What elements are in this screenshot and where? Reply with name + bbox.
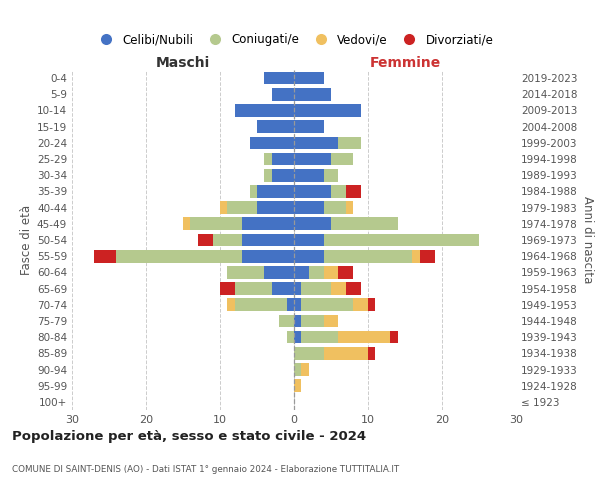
Bar [338,136,361,149]
Bar [338,331,390,344]
Bar [272,169,294,181]
Bar [301,331,338,344]
Bar [323,234,479,246]
Bar [346,202,353,214]
Bar [301,314,323,328]
Bar [227,266,265,278]
Bar [257,185,294,198]
Bar [235,104,294,117]
Bar [368,298,376,311]
Bar [294,314,301,328]
Bar [198,234,212,246]
Bar [272,152,294,166]
Bar [242,234,294,246]
Text: Femmine: Femmine [370,56,440,70]
Bar [116,250,242,262]
Y-axis label: Anni di nascita: Anni di nascita [581,196,594,284]
Bar [242,250,294,262]
Bar [420,250,434,262]
Bar [338,266,353,278]
Bar [272,88,294,101]
Bar [331,282,346,295]
Bar [323,266,338,278]
Bar [294,298,301,311]
Bar [212,234,242,246]
Bar [390,331,398,344]
Text: Popolazione per età, sesso e stato civile - 2024: Popolazione per età, sesso e stato civil… [12,430,366,443]
Bar [368,347,376,360]
Bar [323,347,368,360]
Bar [287,298,294,311]
Bar [323,169,338,181]
Bar [346,185,361,198]
Bar [183,218,190,230]
Bar [323,314,338,328]
Bar [279,314,294,328]
Bar [294,88,331,101]
Bar [294,363,301,376]
Bar [294,218,331,230]
Bar [294,120,323,133]
Bar [272,282,294,295]
Text: COMUNE DI SAINT-DENIS (AO) - Dati ISTAT 1° gennaio 2024 - Elaborazione TUTTITALI: COMUNE DI SAINT-DENIS (AO) - Dati ISTAT … [12,465,399,474]
Bar [294,185,331,198]
Bar [294,72,323,85]
Bar [294,104,361,117]
Bar [353,298,368,311]
Bar [294,250,323,262]
Bar [250,185,257,198]
Bar [412,250,420,262]
Bar [190,218,242,230]
Bar [294,202,323,214]
Bar [287,331,294,344]
Bar [235,298,287,311]
Bar [301,298,353,311]
Bar [265,152,272,166]
Bar [257,120,294,133]
Bar [227,202,257,214]
Bar [309,266,323,278]
Bar [331,185,346,198]
Bar [257,202,294,214]
Bar [294,347,323,360]
Bar [227,298,235,311]
Bar [265,169,272,181]
Bar [220,282,235,295]
Bar [220,202,227,214]
Bar [346,282,361,295]
Bar [323,202,346,214]
Bar [242,218,294,230]
Text: Maschi: Maschi [156,56,210,70]
Bar [294,234,323,246]
Bar [294,169,323,181]
Bar [331,152,353,166]
Bar [294,152,331,166]
Bar [265,266,294,278]
Y-axis label: Fasce di età: Fasce di età [20,205,33,275]
Bar [294,331,301,344]
Bar [323,250,412,262]
Bar [265,72,294,85]
Bar [301,363,309,376]
Bar [294,266,309,278]
Bar [235,282,272,295]
Bar [294,282,301,295]
Bar [294,380,301,392]
Bar [301,282,331,295]
Bar [331,218,398,230]
Bar [294,136,338,149]
Legend: Celibi/Nubili, Coniugati/e, Vedovi/e, Divorziati/e: Celibi/Nubili, Coniugati/e, Vedovi/e, Di… [90,28,498,50]
Bar [250,136,294,149]
Bar [94,250,116,262]
